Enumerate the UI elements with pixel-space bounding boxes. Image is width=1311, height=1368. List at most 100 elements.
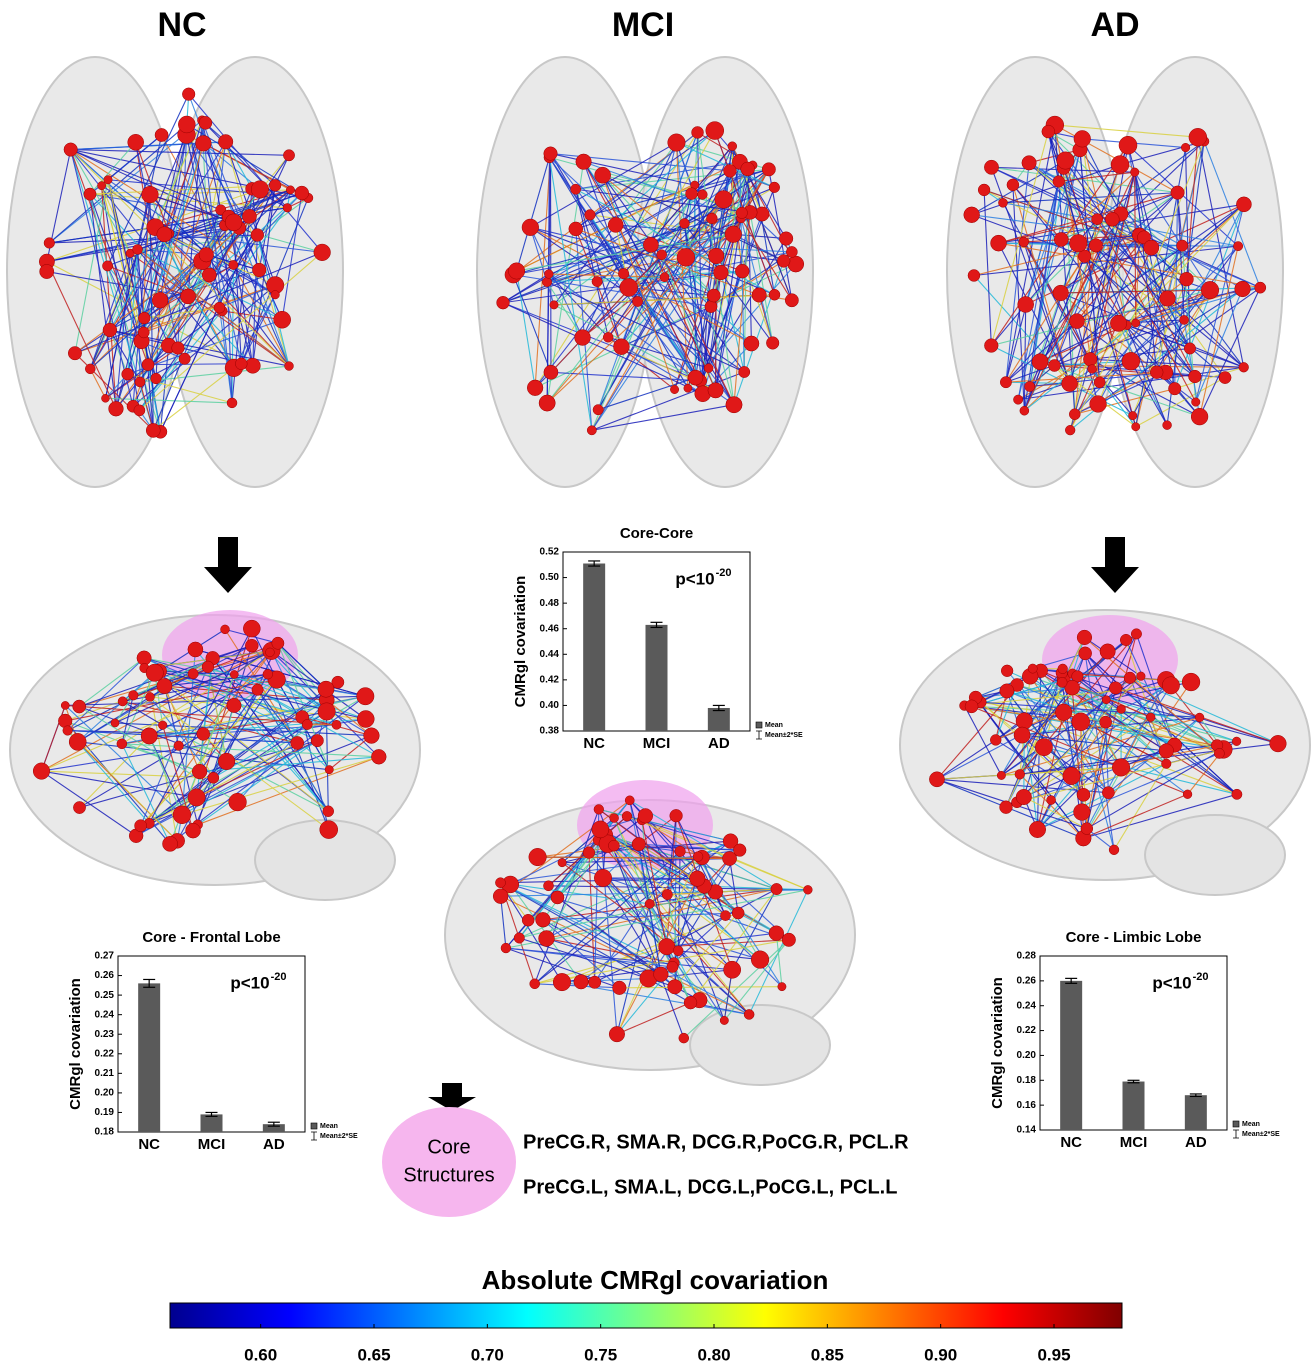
node [1094,377,1105,388]
column-title: AD [1090,6,1139,44]
node [720,911,730,921]
node [704,364,713,373]
node [1191,408,1208,425]
node [135,377,145,387]
node [1255,282,1266,293]
node [708,248,724,264]
node [97,182,105,190]
y-tick-label: 0.40 [540,700,560,711]
bar [138,983,160,1132]
node [990,735,1001,746]
node [686,188,698,200]
node [1109,682,1121,694]
y-tick-label: 0.48 [540,598,560,609]
y-tick-label: 0.14 [1017,1125,1037,1136]
node [735,264,749,278]
node [133,244,143,254]
node [1137,672,1146,681]
annotation-superscript: -20 [271,971,287,983]
node [576,154,592,170]
node [188,642,203,657]
node [141,728,157,744]
node [529,848,546,865]
node [706,213,717,224]
y-tick-label: 0.27 [95,951,115,962]
node [659,938,675,954]
node [137,651,151,665]
node [179,353,190,364]
core-label: Core [427,1136,470,1158]
node [142,186,159,203]
node [751,951,769,969]
node [146,423,160,437]
y-tick-label: 0.46 [540,623,560,634]
node [1055,704,1072,721]
node [766,337,779,350]
node [668,134,685,151]
node [1057,677,1067,687]
node [588,976,600,988]
node [720,1016,728,1024]
node [221,625,230,634]
x-tick-label: MCI [1120,1134,1148,1151]
node [542,277,551,286]
node [1053,176,1065,188]
node [69,733,86,750]
node [1077,630,1092,645]
node [286,186,294,194]
cerebellum [1145,815,1285,895]
node [1111,156,1129,174]
node [625,796,634,805]
node [129,691,139,701]
node [33,763,49,779]
legend-label: Mean±2*SE [320,1133,358,1140]
node [1195,713,1204,722]
node [1063,767,1080,784]
node [73,801,85,813]
node [667,961,678,972]
node [1057,152,1074,169]
node [620,279,638,297]
node [63,726,73,736]
node [1132,423,1140,431]
bar [708,708,730,731]
legend-errorbar [756,731,762,739]
node [744,1009,754,1019]
node [587,426,596,435]
node [172,342,185,355]
y-tick-label: 0.50 [540,572,560,583]
x-tick-label: NC [138,1136,160,1153]
node [657,250,667,260]
node [1235,281,1251,297]
node [571,184,581,194]
x-tick-label: MCI [198,1136,226,1153]
node [608,217,623,232]
legend-label: Mean [320,1123,338,1130]
node [736,207,747,218]
node [1025,381,1035,391]
chart-title: Core-Core [620,525,693,542]
node [44,238,55,249]
node [1236,197,1251,212]
node [1161,759,1171,769]
bar [1060,981,1082,1130]
column-title: MCI [612,6,674,44]
node [1053,285,1069,301]
node [1219,371,1231,383]
node [622,811,632,821]
node [978,184,990,196]
figure: NC MCI AD Core Structures PreCG.R, SMA.R… [0,0,1311,1368]
node [1058,664,1068,674]
node [302,719,312,729]
node [706,122,724,140]
node [1048,359,1060,371]
node [1122,352,1140,370]
node [1159,744,1174,759]
node [769,182,780,193]
node [1047,796,1056,805]
node [1119,136,1137,154]
node [1035,739,1052,756]
y-axis-label: CMRgl covariation [989,977,1006,1109]
node [1022,156,1036,170]
colorbar-tick-label: 0.75 [584,1345,617,1364]
